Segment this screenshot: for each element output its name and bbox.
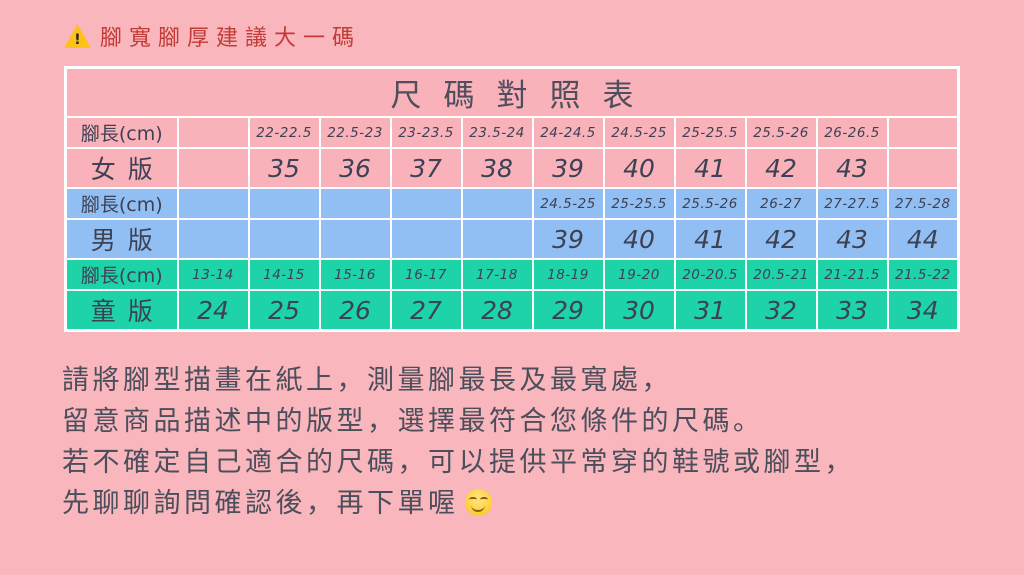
foot-length-range-cell: 21.5-22 (886, 258, 960, 291)
foot-length-range-cell: 16-17 (389, 258, 463, 291)
size-value-cell: 31 (673, 289, 747, 332)
foot-length-range-cell: 22.5-23 (318, 116, 392, 149)
foot-length-range-cell: 27-27.5 (815, 187, 889, 220)
empty-cell (176, 187, 250, 220)
size-value-cell: 44 (886, 218, 960, 260)
empty-cell (318, 218, 392, 260)
warning-text: 腳寬腳厚建議大一碼 (100, 26, 362, 51)
instruction-line-4-text: 先聊聊詢問確認後，再下單喔 (62, 488, 459, 519)
foot-length-range-cell: 25-25.5 (602, 187, 676, 220)
size-value-cell: 38 (460, 147, 534, 189)
empty-cell (176, 116, 250, 149)
size-value-cell: 29 (531, 289, 605, 332)
foot-length-range-cell: 25.5-26 (673, 187, 747, 220)
size-value-cell: 43 (815, 147, 889, 189)
empty-cell (176, 147, 250, 189)
foot-length-range-cell: 25-25.5 (673, 116, 747, 149)
foot-length-range-cell: 23-23.5 (389, 116, 463, 149)
instruction-line-1: 請將腳型描畫在紙上，測量腳最長及最寬處， (62, 365, 672, 396)
foot-length-range-cell: 20-20.5 (673, 258, 747, 291)
table-title-row: 尺碼對照表 (64, 66, 960, 118)
empty-cell (460, 187, 534, 220)
foot-length-range-cell: 15-16 (318, 258, 392, 291)
kids-sizes-row: 童版 24 25 26 27 28 29 30 31 32 33 34 (64, 289, 960, 332)
size-table-body: 尺碼對照表 腳長(cm) 22-22.5 22.5-23 23-23.5 23.5-24… (64, 66, 960, 332)
size-value-cell: 35 (247, 147, 321, 189)
foot-length-range-cell: 24.5-25 (531, 187, 605, 220)
category-row-label: 童版 (64, 289, 179, 332)
warning-icon: ! (64, 24, 91, 48)
women-sizes-row: 女版 35 36 37 38 39 40 41 42 43 (64, 147, 960, 189)
foot-length-range-cell: 26-27 (744, 187, 818, 220)
foot-length-range-cell: 20.5-21 (744, 258, 818, 291)
size-value-cell: 36 (318, 147, 392, 189)
foot-length-range-cell: 13-14 (176, 258, 250, 291)
empty-cell (389, 187, 463, 220)
foot-length-range-cell: 25.5-26 (744, 116, 818, 149)
empty-cell (389, 218, 463, 260)
size-warning: ! 腳寬腳厚建議大一碼 (64, 20, 361, 52)
size-value-cell: 43 (815, 218, 889, 260)
category-row-label: 男版 (64, 218, 179, 260)
empty-cell (247, 187, 321, 220)
men-sizes-row: 男版 39 40 41 42 43 44 (64, 218, 960, 260)
size-value-cell: 40 (602, 218, 676, 260)
men-foot-length-row: 腳長(cm) 24.5-25 25-25.5 25.5-26 26-27 27-27.5 2… (64, 187, 960, 220)
size-value-cell: 33 (815, 289, 889, 332)
foot-length-row-label: 腳長(cm) (64, 116, 179, 149)
size-value-cell: 37 (389, 147, 463, 189)
instructions-block: 請將腳型描畫在紙上，測量腳最長及最寬處， 留意商品描述中的版型，選擇最符合您條件… (62, 360, 992, 524)
foot-length-row-label: 腳長(cm) (64, 258, 179, 291)
size-value-cell: 40 (602, 147, 676, 189)
empty-cell (318, 187, 392, 220)
foot-length-range-cell: 19-20 (602, 258, 676, 291)
foot-length-range-cell: 24-24.5 (531, 116, 605, 149)
category-row-label: 女版 (64, 147, 179, 189)
foot-length-range-cell: 18-19 (531, 258, 605, 291)
size-value-cell: 34 (886, 289, 960, 332)
empty-cell (176, 218, 250, 260)
size-value-cell: 39 (531, 218, 605, 260)
size-comparison-table: 尺碼對照表 腳長(cm) 22-22.5 22.5-23 23-23.5 23.5-24… (64, 66, 960, 332)
foot-length-range-cell: 23.5-24 (460, 116, 534, 149)
size-value-cell: 30 (602, 289, 676, 332)
foot-length-range-cell: 21-21.5 (815, 258, 889, 291)
size-value-cell: 26 (318, 289, 392, 332)
foot-length-range-cell: 27.5-28 (886, 187, 960, 220)
size-value-cell: 32 (744, 289, 818, 332)
empty-cell (886, 147, 960, 189)
foot-length-range-cell: 24.5-25 (602, 116, 676, 149)
size-value-cell: 41 (673, 218, 747, 260)
women-foot-length-row: 腳長(cm) 22-22.5 22.5-23 23-23.5 23.5-24 24-24.… (64, 116, 960, 149)
foot-length-range-cell: 26-26.5 (815, 116, 889, 149)
size-value-cell: 25 (247, 289, 321, 332)
size-value-cell: 42 (744, 147, 818, 189)
foot-length-range-cell: 22-22.5 (247, 116, 321, 149)
empty-cell (886, 116, 960, 149)
foot-length-range-cell: 17-18 (460, 258, 534, 291)
instruction-line-2: 留意商品描述中的版型，選擇最符合您條件的尺碼。 (62, 406, 764, 437)
smiling-face-with-smiling-eyes-emoji (464, 489, 492, 516)
size-value-cell: 27 (389, 289, 463, 332)
foot-length-range-cell: 14-15 (247, 258, 321, 291)
size-value-cell: 41 (673, 147, 747, 189)
size-value-cell: 28 (460, 289, 534, 332)
size-value-cell: 42 (744, 218, 818, 260)
kids-foot-length-row: 腳長(cm) 13-14 14-15 15-16 16-17 17-18 18-19 19-2… (64, 258, 960, 291)
table-title: 尺碼對照表 (64, 66, 960, 118)
empty-cell (460, 218, 534, 260)
instruction-line-3: 若不確定自己適合的尺碼，可以提供平常穿的鞋號或腳型， (62, 447, 855, 478)
foot-length-row-label: 腳長(cm) (64, 187, 179, 220)
empty-cell (247, 218, 321, 260)
instruction-line-4: 先聊聊詢問確認後，再下單喔 (62, 483, 992, 524)
size-value-cell: 24 (176, 289, 250, 332)
size-value-cell: 39 (531, 147, 605, 189)
